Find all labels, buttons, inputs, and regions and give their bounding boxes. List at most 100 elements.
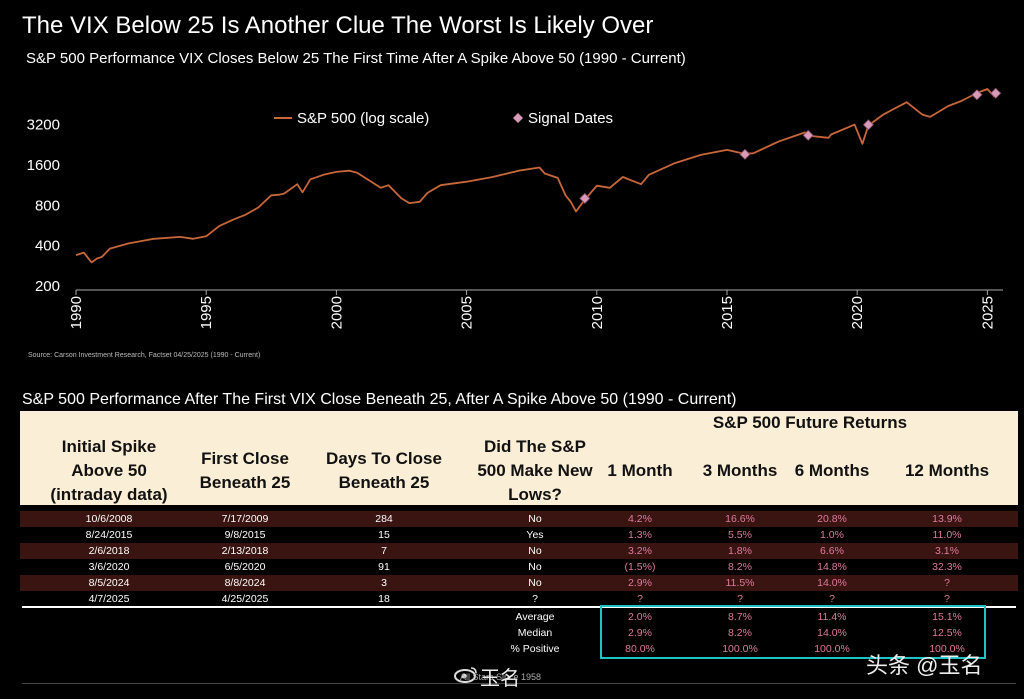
signal-point	[862, 119, 874, 131]
header-new-lows: Did The S&P 500 Make New Lows?	[477, 437, 593, 504]
header-12-months: 12 Months	[904, 461, 990, 480]
stats-cell: 80.0%	[625, 643, 655, 655]
table-cell: 4/25/2025	[221, 593, 269, 605]
table-cell: 1.0%	[820, 529, 844, 541]
table-cell: Yes	[526, 529, 544, 541]
legend-signal-label: Signal Dates	[528, 110, 613, 127]
stats-row: % Positive 80.0% 100.0% 100.0% 100.0%	[20, 641, 1018, 657]
table-cell: 91	[378, 561, 390, 573]
stats-cell: Median	[517, 627, 553, 639]
x-tick-label: 2000	[328, 296, 345, 329]
legend-sp500-label: S&P 500 (log scale)	[297, 110, 429, 127]
x-tick-label: 1995	[198, 296, 215, 329]
table-row: 3/6/2020 6/5/2020 91 No (1.5%) 8.2% 14.8% 32.3%	[20, 559, 1018, 575]
header-future-returns: S&P 500 Future Returns	[712, 413, 908, 432]
stats-cell: 15.1%	[932, 611, 962, 623]
x-tick-label: 2010	[589, 296, 606, 329]
table-cell: 2/6/2018	[88, 545, 130, 557]
watermark-small: All Stars Since 1958	[460, 672, 542, 682]
stats-row: Median 2.9% 8.2% 14.0% 12.5%	[20, 625, 1018, 641]
table-cell: 8.2%	[728, 561, 752, 573]
table-cell: 16.6%	[725, 513, 755, 525]
stats-cell: Average	[515, 611, 555, 623]
table-cell: 11.0%	[932, 529, 962, 541]
header-days-to-close: Days To Close Beneath 25	[326, 449, 442, 492]
signal-point	[739, 148, 751, 160]
table-header: Initial Spike Above 50 (intraday data) F…	[20, 411, 1018, 505]
table-cell: 9/8/2015	[224, 529, 266, 541]
sp500-chart: 200 400 800 1600 3200 1990 1995 2000 2005 2010 201…	[27, 87, 1003, 329]
table-cell: 3.2%	[628, 545, 652, 557]
sp500-series-line	[75, 88, 1001, 264]
table-cell: No	[528, 561, 542, 573]
weibo-logo-icon	[454, 667, 477, 683]
stats-cell: 11.4%	[817, 611, 847, 623]
table-cell: 11.5%	[725, 577, 755, 589]
signal-point	[579, 192, 591, 204]
table-row: 8/5/2024 8/8/2024 3 No 2.9% 11.5% 14.0%?	[20, 575, 1018, 591]
table-cell: 14.8%	[817, 561, 847, 573]
x-tick-label: 1990	[68, 296, 85, 329]
table-cell: No	[528, 577, 542, 589]
table-row: 2/6/2018 2/13/2018 7 No 3.2% 1.8% 6.6% 3.1%	[20, 543, 1018, 559]
table-cell: 1.3%	[628, 529, 652, 541]
table-cell: 2/13/2018	[221, 545, 269, 557]
stats-highlight-box	[600, 605, 986, 659]
table-cell: 8/8/2024	[224, 577, 266, 589]
table-cell: 6/5/2020	[224, 561, 266, 573]
table-cell: 284	[375, 513, 393, 525]
x-tick-label: 2005	[459, 296, 476, 329]
table-cell: 7/17/2009	[221, 513, 269, 525]
watermark-left: 玉名	[480, 668, 520, 690]
stats-cell: 2.9%	[628, 627, 652, 639]
table-stats: Average 2.0% 8.7% 11.4% 15.1% Median 2.9% 8.2% 1…	[20, 609, 1018, 657]
x-tick-label: 2020	[849, 296, 866, 329]
table-cell: 8/24/2015	[85, 529, 133, 541]
table-cell: ?	[829, 593, 835, 605]
table-cell: 8/5/2024	[88, 577, 130, 589]
table-cell: 13.9%	[932, 513, 962, 525]
header-3-months: 3 Months	[702, 461, 778, 480]
table-cell: 14.0%	[817, 577, 847, 589]
table-cell: 10/6/2008	[85, 513, 133, 525]
table-cell: 20.8%	[817, 513, 847, 525]
table-cell: 18	[378, 593, 390, 605]
stats-cell: % Positive	[510, 643, 560, 655]
header-6-months: 6 Months	[794, 461, 870, 480]
table-cell: 32.3%	[932, 561, 962, 573]
table-cell: 6.6%	[820, 545, 844, 557]
table-row: 10/6/2008 7/17/2009 284 No 4.2% 16.6% 20.8% 13.…	[20, 511, 1018, 527]
stats-row: Average 2.0% 8.7% 11.4% 15.1%	[20, 609, 1018, 625]
table-divider	[22, 606, 1016, 608]
header-initial-spike: Initial Spike Above 50 (intraday data)	[50, 437, 168, 504]
legend-signal-swatch	[513, 113, 523, 123]
x-tick-label: 2015	[719, 296, 736, 329]
signal-point	[802, 129, 814, 141]
y-tick-label: 400	[35, 238, 60, 255]
table-title: S&P 500 Performance After The First VIX …	[22, 391, 737, 408]
signal-point	[971, 89, 983, 101]
stats-cell: 8.7%	[728, 611, 752, 623]
table-cell: 5.5%	[728, 529, 752, 541]
y-tick-label: 3200	[27, 117, 60, 134]
stats-cell: 12.5%	[932, 627, 962, 639]
stats-cell: 100.0%	[814, 643, 850, 655]
table-cell: No	[528, 545, 542, 557]
table-row: 4/7/2025 4/25/2025 18?????	[20, 591, 1018, 607]
table-cell: 4.2%	[628, 513, 652, 525]
table-cell: (1.5%)	[624, 561, 656, 573]
stats-cell: 100.0%	[929, 643, 965, 655]
table-cell: 15	[378, 529, 390, 541]
table-cell: ?	[637, 593, 643, 605]
table-cell: 3/6/2020	[88, 561, 130, 573]
table-cell: ?	[737, 593, 743, 605]
header-first-close: First Close Beneath 25	[199, 449, 291, 492]
table-cell: ?	[944, 593, 950, 605]
table-cell: No	[528, 513, 542, 525]
bottom-divider	[22, 683, 1016, 684]
table-cell: 2.9%	[628, 577, 652, 589]
table-row: 8/24/2015 9/8/2015 15 Yes 1.3% 5.5% 1.0% 11.0%	[20, 527, 1018, 543]
stats-cell: 14.0%	[817, 627, 847, 639]
stats-cell: 100.0%	[722, 643, 758, 655]
chart-title: The VIX Below 25 Is Another Clue The Wor…	[22, 12, 654, 39]
